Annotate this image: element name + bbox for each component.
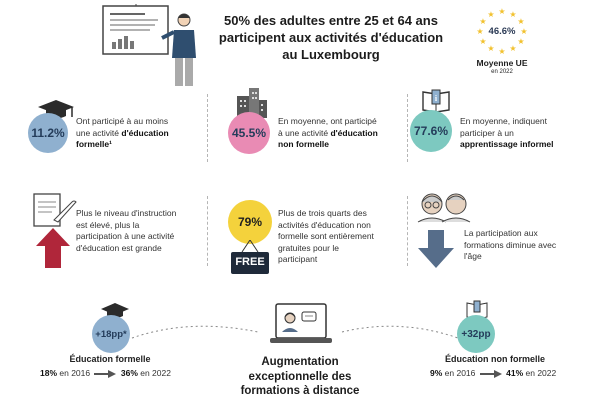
divider [407,196,408,266]
stat-span-bold: formelle¹ [76,139,112,149]
stat-span-bold: non formelle [278,139,330,149]
value-2022: 36% [120,368,138,378]
free-activities-value: 79% [237,215,263,229]
buildings-icon [237,88,267,118]
age-decline-text: La participation aux formations diminue … [464,228,584,263]
stat-line: participation à une activité [76,231,175,241]
svg-text:★: ★ [479,17,486,26]
stat-line: participant [278,254,318,264]
stat-line: Plus de trois quarts des [278,208,367,218]
label-2016: en 2016 [442,368,476,378]
label-2022: en 2022 [523,368,557,378]
dotted-connector-right [341,325,459,339]
stat-line: La participation aux [464,228,538,238]
informal-learning-text: En moyenne, indiquent participer à un ap… [460,116,590,151]
svg-text:★: ★ [479,37,486,46]
value-2022: 41% [506,368,524,378]
svg-text:★: ★ [498,47,505,56]
value-2016: 9% [430,368,443,378]
svg-text:★: ★ [487,10,494,19]
stat-line: formations diminue avec [464,239,557,250]
stat-line: formelle¹ [76,139,196,151]
svg-text:★: ★ [509,44,516,53]
non-formal-education-value: 45.5% [231,126,267,140]
value-2016: 18% [40,368,58,378]
svg-text:★: ★ [520,27,527,36]
svg-text:★: ★ [498,7,505,16]
eu-average-value: 46.6% [488,26,516,37]
svg-text:★: ★ [509,10,516,19]
diploma-arrow-up-icon [33,193,77,268]
headline-line-2: participent aux activités d'éducation [218,30,444,45]
stat-span-bold: d'éducation [330,127,378,138]
free-tag-icon [231,240,269,274]
informal-learning-value: 77.6% [413,124,449,138]
instruction-level-text: Plus le niveau d'instruction est élevé, … [76,208,204,254]
stat-span: à une activité [278,127,331,138]
label-2016: en 2016 [57,368,91,378]
stat-line: En moyenne, indiquent [460,116,547,126]
presenter-illustration [102,4,196,86]
formal-education-circle: 11.2% [28,113,68,153]
stat-line: d'éducation est grande [76,242,162,253]
stat-line: formelle sont entièrement [278,231,374,241]
stat-line: participer à un [460,127,514,138]
formal-growth-circle: +18pp* [92,315,130,353]
eu-average-year: en 2022 [491,69,513,75]
stat-line: apprentissage informel [460,139,590,151]
stat-line: est élevé, plus la [76,219,140,230]
informal-learning-circle: 77.6% [410,110,452,152]
arrow-right-icon [479,369,502,378]
svg-text:★: ★ [517,37,524,46]
formal-education-values: 18% en 2016 36% en 2022 [40,368,200,378]
stat-span-bold: apprentissage informel [460,139,554,149]
svg-text:★: ★ [517,17,524,26]
non-formal-education-values: 9% en 2016 41% en 2022 [430,368,590,378]
stat-line: activités d'éducation non [278,219,371,230]
eu-average-label: Moyenne UE [476,58,528,68]
stat-line: à une activité d'éducation [278,128,400,140]
headline-line-3: au Luxembourg [282,47,380,62]
label-2022: en 2022 [137,368,171,378]
eu-stars-icon: ★ ★ ★ ★ ★ ★ ★ ★ ★ ★ ★ ★ [476,7,527,56]
center-line: exceptionnelle des [248,370,352,383]
headline-line-1: 50% des adultes entre 25 et 64 ans [224,13,438,28]
stat-line: Ont participé à au moins [76,116,169,126]
headline: 50% des adultes entre 25 et 64 ans parti… [205,12,457,63]
elderly-people-arrow-down-icon [417,193,471,268]
stat-line: une activité d'éducation [76,128,196,140]
stat-span-bold: d'éducation [121,127,169,138]
stat-line: gratuites pour le [278,242,339,253]
stat-line: non formelle [278,139,400,151]
svg-text:★: ★ [487,44,494,53]
stat-line: Plus le niveau d'instruction [76,208,177,218]
divider [207,94,208,162]
formal-growth-value: +18pp* [95,328,127,340]
non-formal-education-circle: 45.5% [228,112,270,154]
arrow-right-icon [94,369,117,378]
divider [207,196,208,266]
svg-text:i: i [435,94,438,103]
distance-learning-title: Augmentation exceptionnelle des formatio… [226,355,374,399]
non-formal-growth-circle: +32pp [457,315,495,353]
dotted-connector-left [131,325,259,339]
formal-education-value: 11.2% [31,126,65,140]
formal-education-text: Ont participé à au moins une activité d'… [76,116,196,151]
laptop-video-call-icon [270,303,332,343]
free-activities-circle: 79% [228,200,272,244]
non-formal-education-title: Éducation non formelle [444,354,545,364]
free-badge-text: FREE [235,256,265,268]
non-formal-growth-value: +32pp [461,328,491,340]
divider [407,94,408,162]
free-activities-text: Plus de trois quarts des activités d'édu… [278,208,400,266]
book-info-icon: i [422,89,450,113]
stat-line: En moyenne, ont participé [278,116,377,126]
center-line: formations à distance [240,385,360,397]
stat-line: l'âge [464,251,482,261]
formal-education-title: Éducation formelle [69,354,151,364]
svg-text:★: ★ [476,27,483,36]
center-line: Augmentation [261,356,339,368]
stat-span: une activité [76,127,122,138]
non-formal-education-text: En moyenne, ont participé à une activité… [278,116,400,151]
